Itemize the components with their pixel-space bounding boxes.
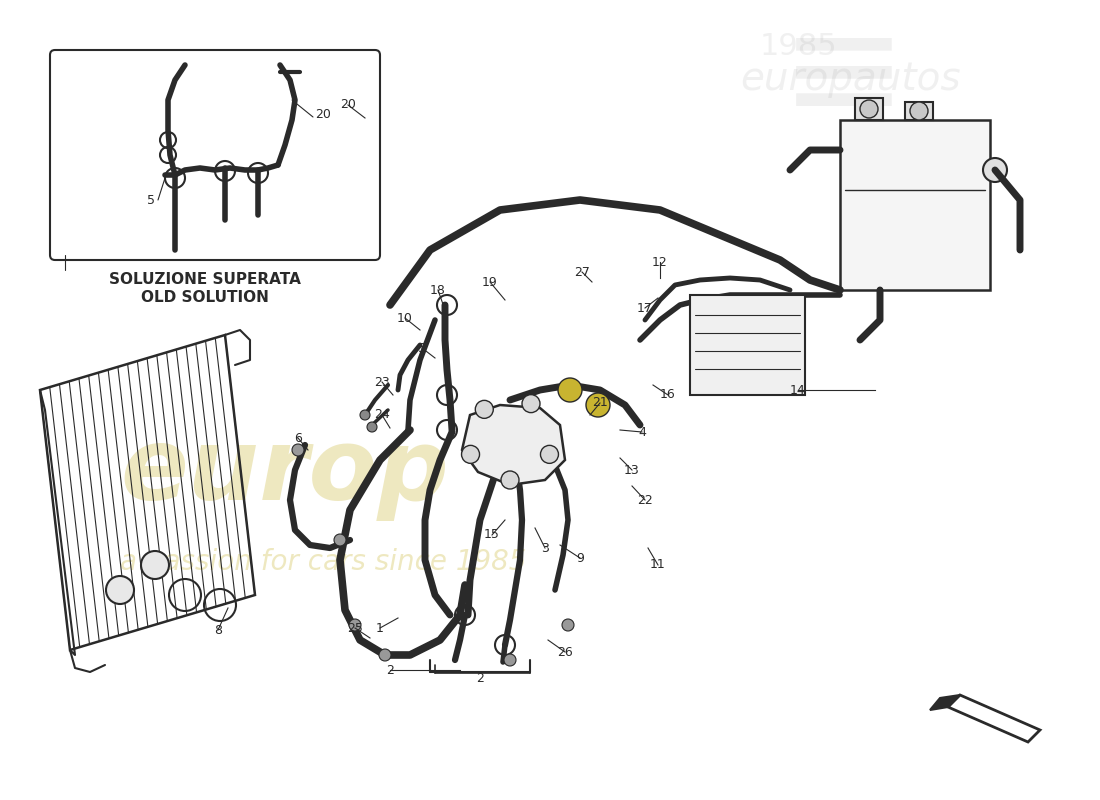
Circle shape	[462, 446, 480, 463]
Text: 16: 16	[660, 389, 675, 402]
Text: 4: 4	[638, 426, 646, 438]
Text: 1: 1	[376, 622, 384, 634]
Text: a passion for cars since 1985: a passion for cars since 1985	[120, 548, 527, 576]
Circle shape	[522, 394, 540, 413]
Text: SOLUZIONE SUPERATA: SOLUZIONE SUPERATA	[109, 272, 301, 287]
Text: 20: 20	[340, 98, 356, 111]
Polygon shape	[930, 695, 960, 710]
Text: 2: 2	[386, 663, 394, 677]
Circle shape	[141, 551, 169, 579]
Text: 10: 10	[397, 311, 412, 325]
Circle shape	[558, 378, 582, 402]
Bar	[855, 98, 883, 120]
Text: ≡: ≡	[780, 3, 908, 152]
Text: 2: 2	[476, 671, 484, 685]
Circle shape	[475, 400, 493, 418]
Text: 24: 24	[374, 409, 389, 422]
Text: 5: 5	[147, 194, 155, 206]
Circle shape	[860, 100, 878, 118]
Circle shape	[983, 158, 1006, 182]
FancyBboxPatch shape	[50, 50, 380, 260]
Text: 25: 25	[348, 622, 363, 634]
Circle shape	[500, 471, 519, 489]
Text: 17: 17	[637, 302, 653, 314]
Circle shape	[360, 410, 370, 420]
Text: 23: 23	[374, 375, 389, 389]
Circle shape	[367, 422, 377, 432]
Text: europautos: europautos	[740, 60, 960, 98]
Circle shape	[910, 102, 928, 120]
Text: 8: 8	[214, 623, 222, 637]
Text: 9: 9	[576, 551, 584, 565]
Text: 22: 22	[637, 494, 653, 506]
Text: 3: 3	[541, 542, 549, 554]
Text: 20: 20	[315, 109, 331, 122]
Text: 21: 21	[592, 397, 608, 410]
Text: 18: 18	[430, 283, 446, 297]
Circle shape	[106, 576, 134, 604]
Text: europ: europ	[120, 424, 449, 521]
Circle shape	[540, 446, 559, 463]
Text: 26: 26	[557, 646, 573, 658]
Text: 11: 11	[650, 558, 666, 571]
Text: 6: 6	[294, 431, 301, 445]
Circle shape	[349, 619, 361, 631]
Text: OLD SOLUTION: OLD SOLUTION	[141, 290, 268, 305]
Circle shape	[504, 654, 516, 666]
Circle shape	[379, 649, 390, 661]
Circle shape	[586, 393, 611, 417]
Text: 1985: 1985	[760, 32, 837, 61]
Text: 12: 12	[652, 255, 668, 269]
Text: 14: 14	[790, 383, 806, 397]
Circle shape	[562, 619, 574, 631]
Text: 5: 5	[418, 342, 426, 354]
Text: 27: 27	[574, 266, 590, 278]
Circle shape	[292, 444, 304, 456]
Bar	[840, 120, 990, 290]
Circle shape	[334, 534, 346, 546]
Text: 15: 15	[484, 529, 499, 542]
Text: 13: 13	[624, 463, 640, 477]
Polygon shape	[690, 295, 805, 395]
Text: 19: 19	[482, 275, 498, 289]
Polygon shape	[462, 405, 565, 485]
Bar	[905, 102, 933, 120]
Polygon shape	[948, 695, 1040, 742]
